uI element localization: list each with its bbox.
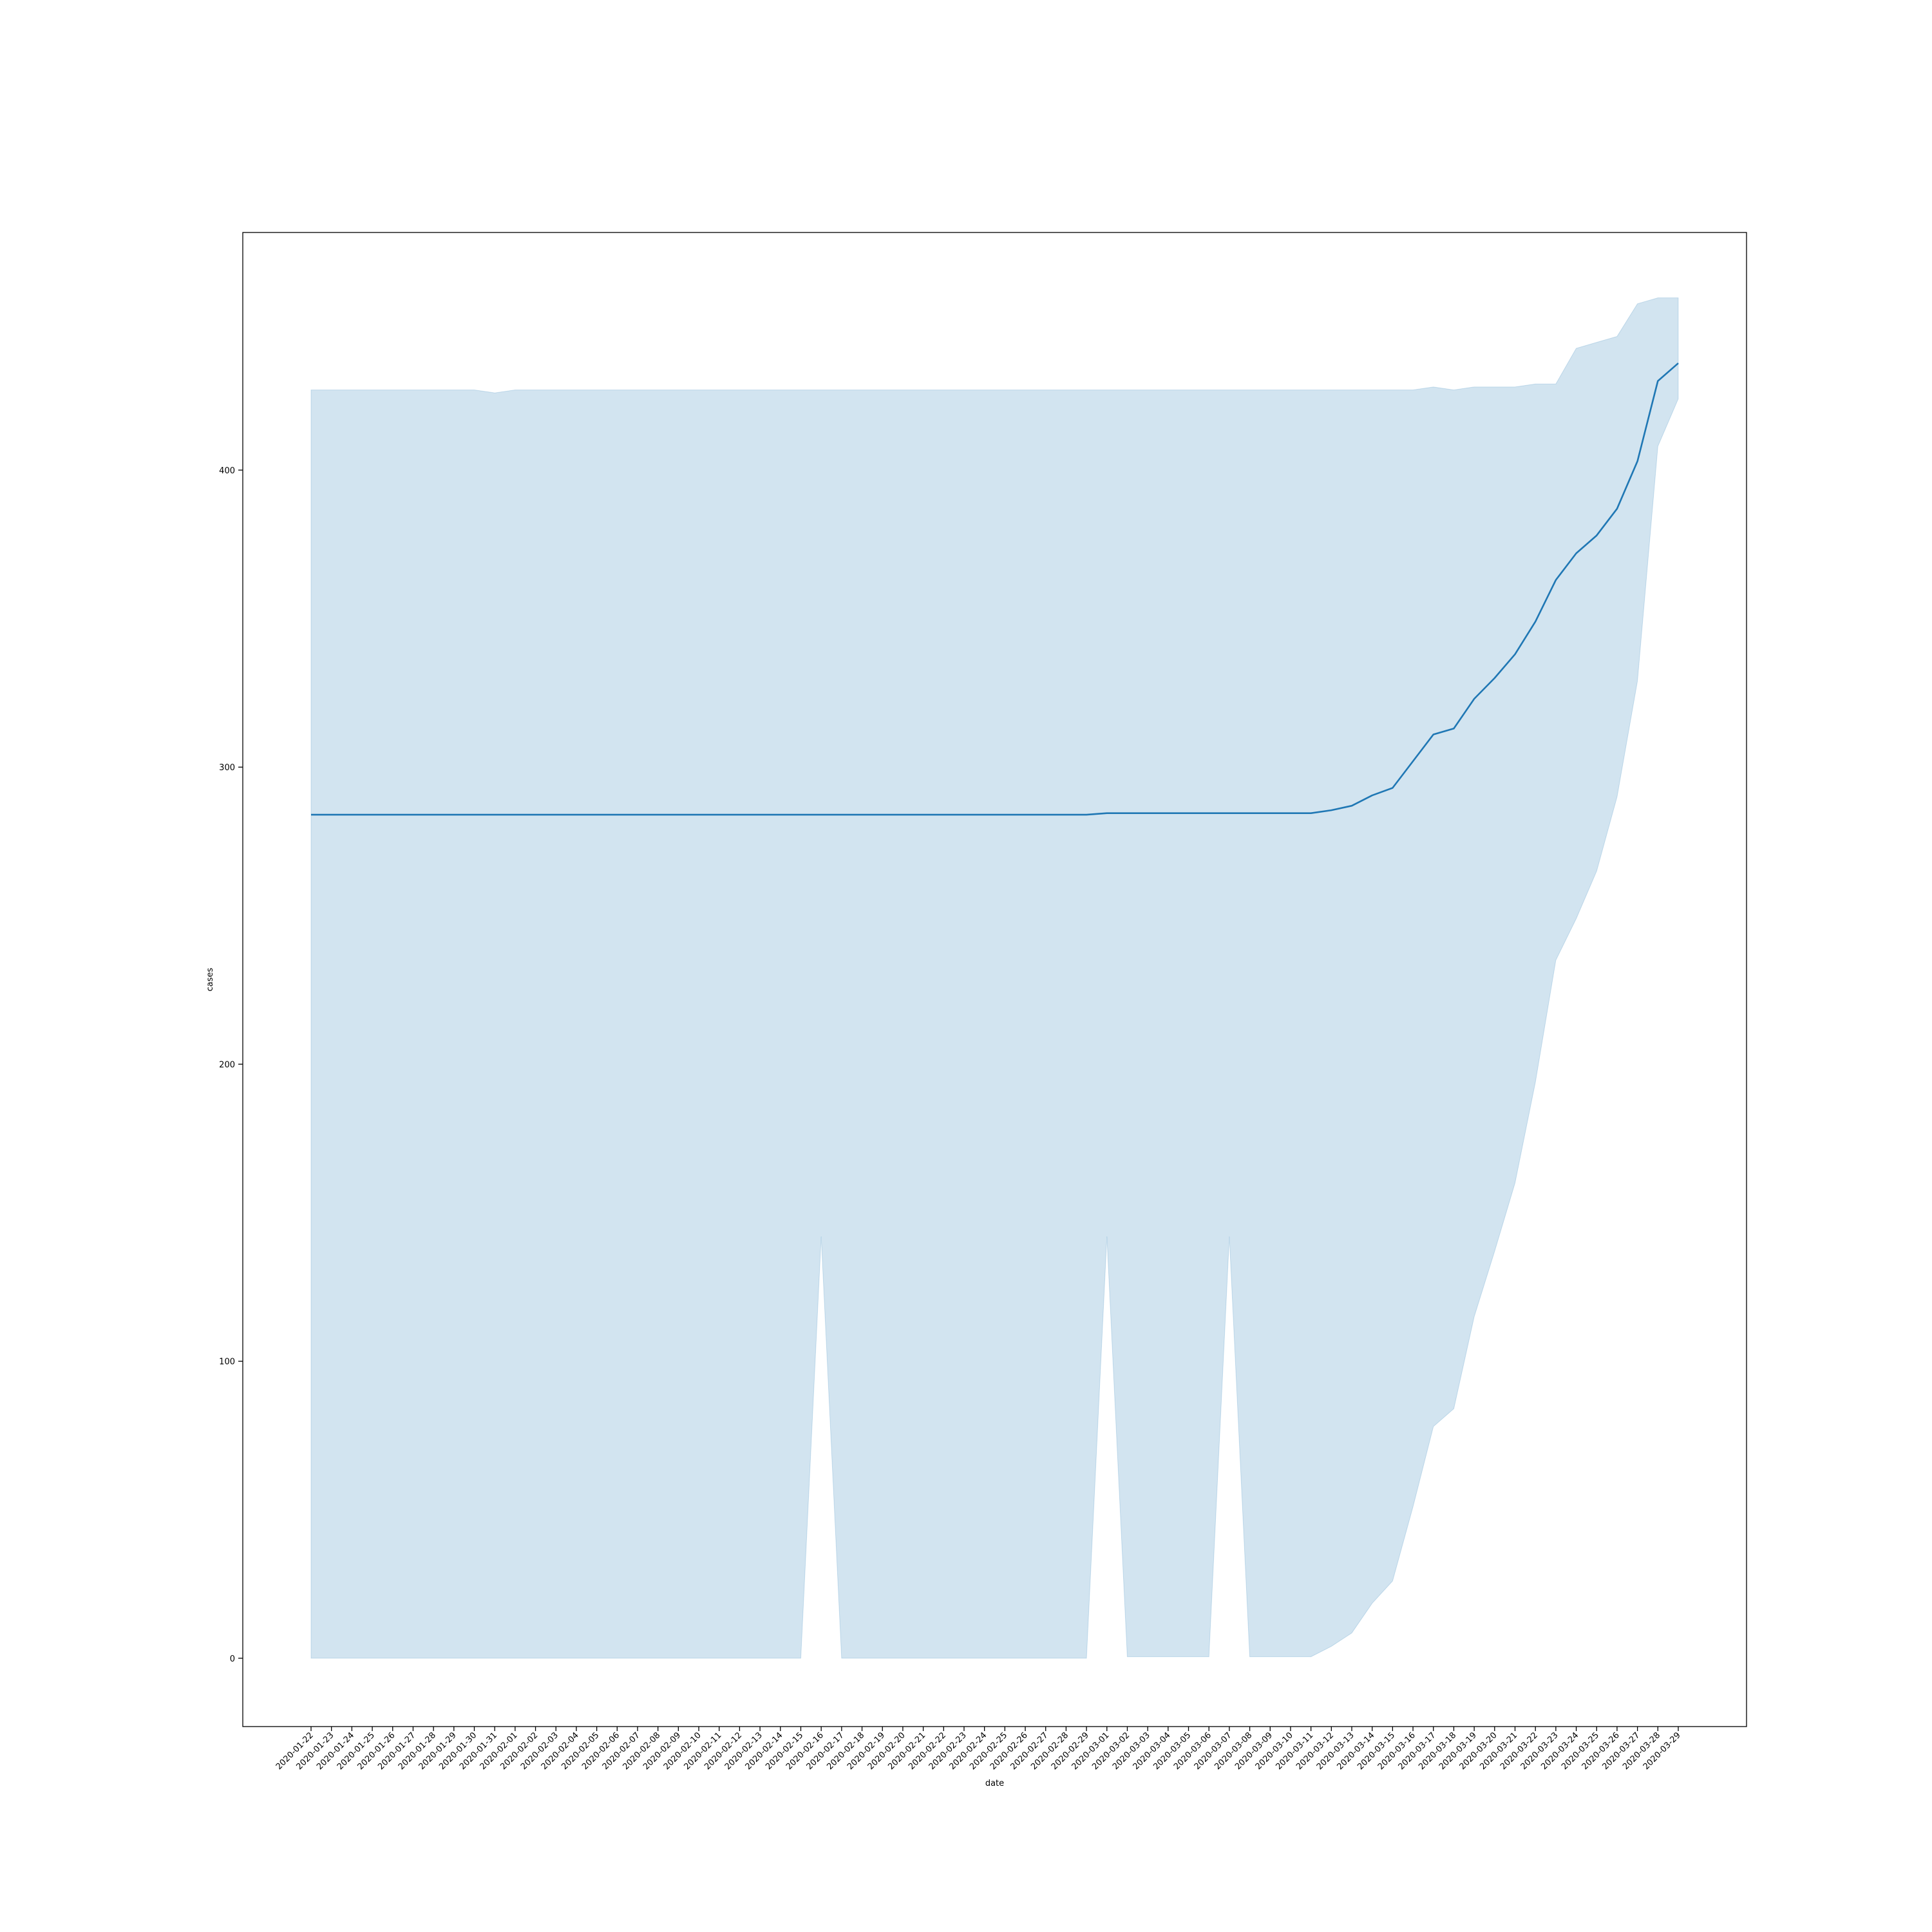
x-axis: 2020-01-222020-01-232020-01-242020-01-25… bbox=[274, 1727, 1683, 1772]
confidence-band-0 bbox=[310, 297, 1679, 1659]
y-tick-label: 0 bbox=[230, 1654, 235, 1664]
y-tick-label: 100 bbox=[219, 1358, 235, 1367]
series-line-0 bbox=[311, 362, 1679, 816]
plot-area bbox=[310, 297, 1679, 1659]
y-tick-label: 400 bbox=[219, 466, 235, 476]
y-axis-label: cases bbox=[205, 967, 215, 991]
y-tick-label: 300 bbox=[219, 763, 235, 773]
plot-frame bbox=[242, 232, 1747, 1727]
x-axis-label: date bbox=[985, 1779, 1004, 1788]
y-tick-label: 200 bbox=[219, 1060, 235, 1070]
y-axis: 0 100 200 300 400 bbox=[219, 466, 243, 1664]
